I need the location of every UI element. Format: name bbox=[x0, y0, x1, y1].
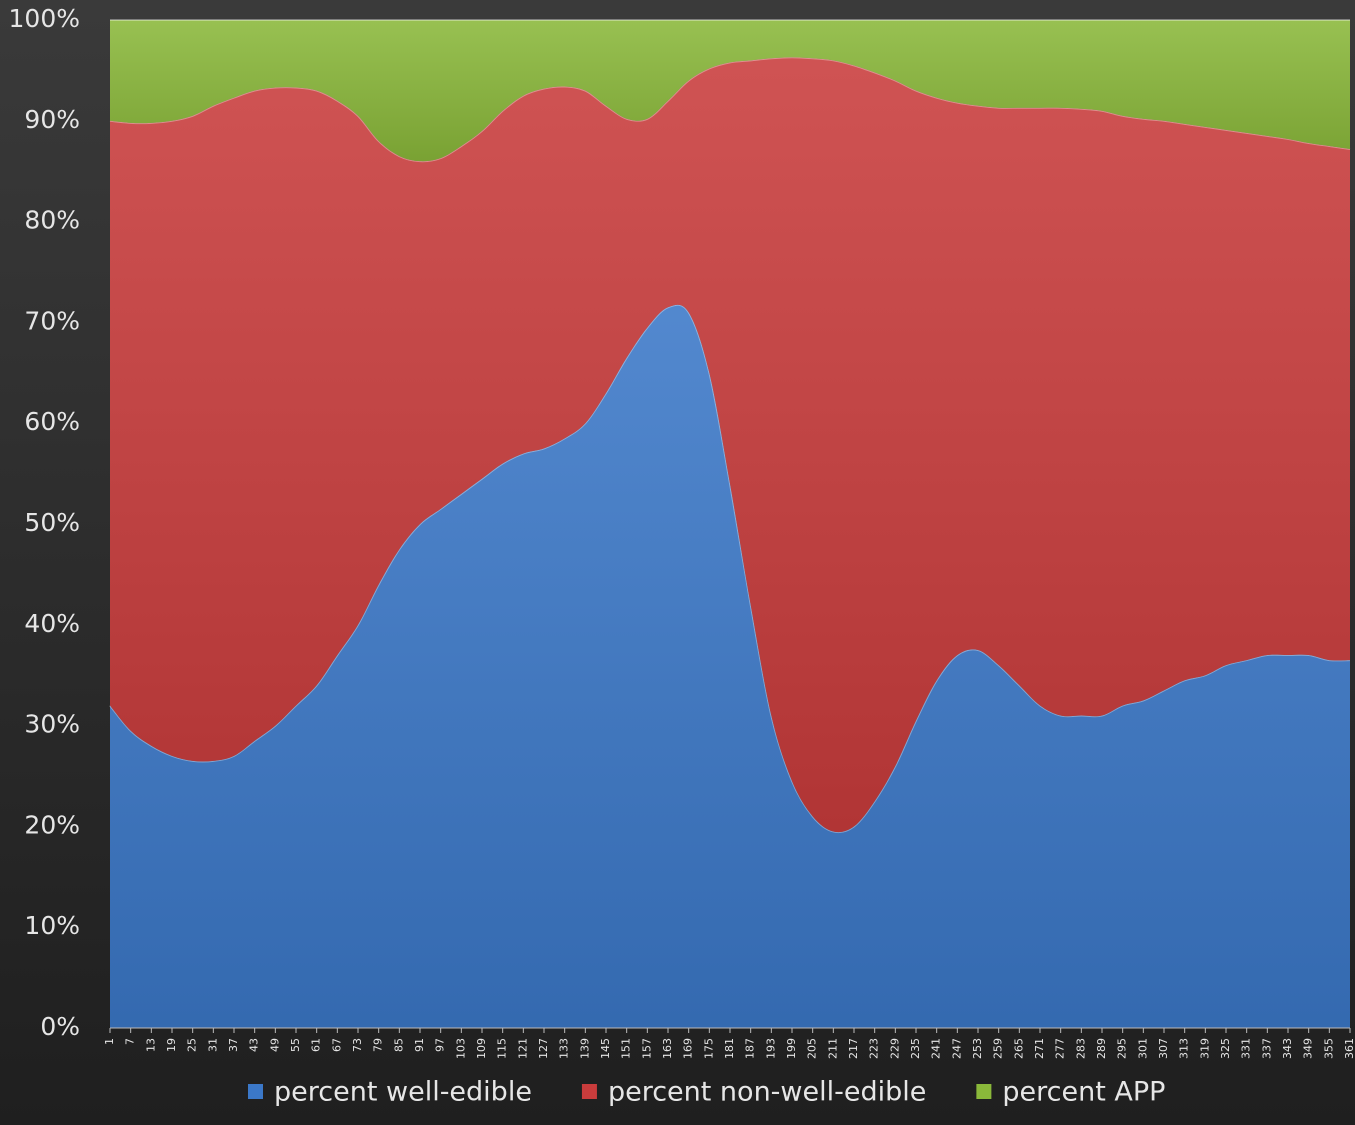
y-tick-label: 70% bbox=[24, 306, 80, 335]
x-tick-label: 265 bbox=[1012, 1038, 1025, 1059]
x-tick-label: 301 bbox=[1136, 1038, 1149, 1059]
x-tick-label: 223 bbox=[868, 1038, 881, 1059]
x-tick-label: 349 bbox=[1302, 1038, 1315, 1059]
legend-label: percent non-well-edible bbox=[608, 1077, 926, 1108]
x-tick-label: 313 bbox=[1178, 1038, 1191, 1059]
x-tick-label: 271 bbox=[1033, 1038, 1046, 1059]
legend-swatch bbox=[581, 1084, 597, 1099]
x-tick-label: 85 bbox=[392, 1038, 405, 1052]
x-tick-label: 55 bbox=[289, 1038, 302, 1052]
x-tick-label: 121 bbox=[516, 1038, 529, 1059]
y-tick-label: 30% bbox=[24, 710, 80, 739]
x-tick-label: 1 bbox=[103, 1038, 116, 1045]
y-tick-label: 10% bbox=[24, 911, 80, 940]
legend-label: percent well-edible bbox=[274, 1077, 532, 1108]
x-tick-label: 19 bbox=[165, 1038, 178, 1052]
x-tick-label: 169 bbox=[682, 1038, 695, 1059]
area-shade bbox=[110, 304, 1350, 1028]
x-tick-label: 67 bbox=[330, 1038, 343, 1052]
x-tick-label: 25 bbox=[186, 1038, 199, 1052]
x-tick-label: 295 bbox=[1116, 1038, 1129, 1059]
x-tick-label: 163 bbox=[661, 1038, 674, 1059]
x-tick-label: 355 bbox=[1322, 1038, 1335, 1059]
axes: 0% 10% 20% 30% 40% 50% 60% 70% 80% 90% 100% 1 7 13 19 2… bbox=[9, 4, 1355, 1059]
x-tick-label: 175 bbox=[702, 1038, 715, 1059]
legend-label: percent APP bbox=[1002, 1077, 1165, 1108]
x-tick-label: 289 bbox=[1095, 1038, 1108, 1059]
y-tick-label: 40% bbox=[24, 609, 80, 638]
y-tick-label: 20% bbox=[24, 810, 80, 839]
x-tick-label: 361 bbox=[1343, 1038, 1355, 1059]
x-tick-label: 307 bbox=[1157, 1038, 1170, 1059]
y-tick-label: 90% bbox=[24, 105, 80, 134]
y-tick-label: 60% bbox=[24, 407, 80, 436]
legend-swatch bbox=[248, 1084, 263, 1099]
x-tick-label: 235 bbox=[909, 1038, 922, 1059]
area-shade bbox=[110, 57, 1350, 833]
y-tick-label: 50% bbox=[24, 508, 80, 537]
y-tick-label: 100% bbox=[9, 4, 80, 33]
x-tick-label: 217 bbox=[847, 1038, 860, 1059]
x-tick-label: 181 bbox=[723, 1038, 736, 1059]
x-tick-label: 79 bbox=[372, 1038, 385, 1052]
area-shade bbox=[110, 20, 1350, 162]
x-tick-label: 187 bbox=[744, 1038, 757, 1059]
x-tick-label: 13 bbox=[144, 1038, 157, 1052]
x-tick-label: 241 bbox=[930, 1038, 943, 1059]
x-tick-label: 229 bbox=[888, 1038, 901, 1059]
x-tick-label: 31 bbox=[206, 1038, 219, 1052]
x-tick-label: 343 bbox=[1281, 1038, 1294, 1059]
x-tick-label: 139 bbox=[578, 1038, 591, 1059]
x-tick-label: 109 bbox=[475, 1038, 488, 1059]
x-tick-label: 193 bbox=[764, 1038, 777, 1059]
x-tick-label: 247 bbox=[950, 1038, 963, 1059]
x-tick-label: 283 bbox=[1074, 1038, 1087, 1059]
x-tick-label: 7 bbox=[124, 1038, 137, 1045]
x-tick-label: 199 bbox=[785, 1038, 798, 1059]
y-tick-label: 80% bbox=[24, 206, 80, 235]
x-tick-label: 211 bbox=[826, 1038, 839, 1059]
x-tick-label: 91 bbox=[413, 1038, 426, 1052]
x-tick-label: 49 bbox=[268, 1038, 281, 1052]
x-tick-label: 43 bbox=[248, 1038, 261, 1052]
x-tick-label: 133 bbox=[558, 1038, 571, 1059]
legend: percent well-edible percent non-well-edib… bbox=[248, 1077, 1165, 1108]
y-tick-label: 0% bbox=[40, 1012, 80, 1041]
plot-area bbox=[109, 19, 1351, 1028]
x-tick-label: 205 bbox=[806, 1038, 819, 1059]
x-tick-label: 325 bbox=[1219, 1038, 1232, 1059]
x-tick-label: 145 bbox=[599, 1038, 612, 1059]
x-tick-label: 73 bbox=[351, 1038, 364, 1052]
x-tick-label: 37 bbox=[227, 1038, 240, 1052]
x-tick-label: 331 bbox=[1240, 1038, 1253, 1059]
x-tick-label: 151 bbox=[620, 1038, 633, 1059]
x-tick-label: 277 bbox=[1054, 1038, 1067, 1059]
x-tick-label: 253 bbox=[971, 1038, 984, 1059]
legend-swatch bbox=[976, 1084, 992, 1099]
x-tick-label: 259 bbox=[992, 1038, 1005, 1059]
x-tick-label: 103 bbox=[454, 1038, 467, 1059]
x-tick-label: 127 bbox=[537, 1038, 550, 1059]
x-tick-label: 319 bbox=[1198, 1038, 1211, 1059]
x-tick-label: 97 bbox=[434, 1038, 447, 1052]
x-tick-label: 337 bbox=[1260, 1038, 1273, 1059]
x-tick-label: 157 bbox=[640, 1038, 653, 1059]
x-tick-label: 61 bbox=[310, 1038, 323, 1052]
x-tick-label: 115 bbox=[496, 1038, 509, 1059]
